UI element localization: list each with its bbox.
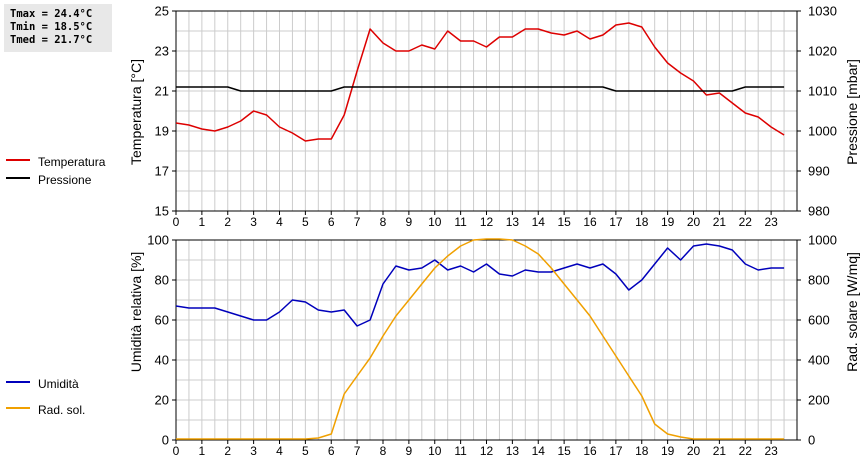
- y-right-tick-label: 0: [808, 433, 815, 448]
- series-line-temperatura: [175, 22, 785, 142]
- legend-temperature-label: Temperatura: [38, 155, 106, 169]
- y-left-tick-label: 17: [155, 164, 169, 179]
- x-tick-label: 19: [661, 444, 675, 458]
- y-right-tick-label: 200: [808, 393, 830, 408]
- x-tick-label: 7: [354, 215, 361, 229]
- x-tick-label: 1: [199, 444, 206, 458]
- x-tick-label: 5: [302, 444, 309, 458]
- y-left-tick-label: 80: [155, 273, 169, 288]
- stats-tmin: Tmin = 18.5°C: [10, 21, 93, 33]
- y-left-tick-label: 19: [155, 124, 169, 139]
- x-tick-label: 7: [354, 444, 361, 458]
- x-tick-label: 12: [480, 444, 494, 458]
- x-tick-label: 8: [380, 444, 387, 458]
- chart-bottom: Umidità relativa [%] Rad. solare [W/mq] …: [6, 233, 860, 458]
- y-right-tick-label: 400: [808, 353, 830, 368]
- x-tick-label: 6: [328, 444, 335, 458]
- x-tick-label: 9: [406, 444, 413, 458]
- series-line-pressione: [176, 86, 785, 92]
- y-left-tick-label: 20: [155, 393, 169, 408]
- x-tick-label: 13: [506, 215, 520, 229]
- y-left-tick-label: 15: [155, 204, 169, 219]
- x-tick-label: 14: [532, 444, 546, 458]
- x-tick-label: 13: [506, 444, 520, 458]
- y-right-tick-label: 1000: [808, 124, 837, 139]
- x-tick-label: 18: [635, 215, 649, 229]
- x-tick-label: 9: [406, 215, 413, 229]
- x-tick-label: 14: [532, 215, 546, 229]
- x-tick-label: 6: [328, 215, 335, 229]
- x-tick-label: 20: [687, 215, 701, 229]
- y-right-tick-label: 1020: [808, 44, 837, 59]
- y-right-tick-label: 600: [808, 313, 830, 328]
- x-tick-label: 18: [635, 444, 649, 458]
- chart-bottom-ylabel-right: Rad. solare [W/mq]: [844, 252, 860, 372]
- stats-box: Tmax = 24.4°C Tmin = 18.5°C Tmed = 21.7°…: [4, 4, 112, 52]
- y-left-tick-label: 100: [147, 233, 169, 248]
- x-tick-label: 0: [173, 215, 180, 229]
- x-tick-label: 4: [276, 215, 283, 229]
- x-tick-label: 10: [428, 444, 442, 458]
- x-tick-label: 21: [713, 444, 727, 458]
- x-tick-label: 2: [224, 444, 231, 458]
- y-left-tick-label: 25: [155, 4, 169, 19]
- y-right-tick-label: 980: [808, 204, 830, 219]
- legend-humidity-label: Umidità: [38, 377, 79, 391]
- y-left-tick-label: 60: [155, 313, 169, 328]
- x-tick-label: 5: [302, 215, 309, 229]
- y-right-tick-label: 800: [808, 273, 830, 288]
- x-tick-label: 12: [480, 215, 494, 229]
- x-tick-label: 19: [661, 215, 675, 229]
- y-left-tick-label: 40: [155, 353, 169, 368]
- y-right-tick-label: 1000: [808, 233, 837, 248]
- legend-radiation-label: Rad. sol.: [38, 403, 85, 417]
- legend-pressure-label: Pressione: [38, 173, 92, 187]
- y-right-tick-label: 1010: [808, 84, 837, 99]
- x-tick-label: 23: [764, 215, 778, 229]
- x-tick-label: 4: [276, 444, 283, 458]
- x-tick-label: 16: [583, 215, 597, 229]
- chart-top: Temperatura [°C] Pressione [mbar] Temper…: [6, 4, 860, 229]
- y-left-tick-label: 0: [162, 433, 169, 448]
- x-tick-label: 15: [557, 215, 571, 229]
- x-tick-label: 22: [739, 444, 753, 458]
- chart-top-ylabel-left: Temperatura [°C]: [128, 59, 144, 165]
- y-right-tick-label: 1030: [808, 4, 837, 19]
- y-left-tick-label: 23: [155, 44, 169, 59]
- x-tick-label: 1: [199, 215, 206, 229]
- x-tick-label: 0: [173, 444, 180, 458]
- x-tick-label: 22: [739, 215, 753, 229]
- y-left-tick-label: 21: [155, 84, 169, 99]
- chart-top-ylabel-right: Pressione [mbar]: [844, 59, 860, 165]
- x-tick-label: 2: [224, 215, 231, 229]
- x-tick-label: 10: [428, 215, 442, 229]
- stats-tmed: Tmed = 21.7°C: [10, 34, 93, 46]
- x-tick-label: 17: [609, 444, 623, 458]
- series-line-umidit: [175, 243, 785, 327]
- x-tick-label: 8: [380, 215, 387, 229]
- x-tick-label: 15: [557, 444, 571, 458]
- x-tick-label: 17: [609, 215, 623, 229]
- x-tick-label: 11: [454, 215, 467, 229]
- x-tick-label: 23: [764, 444, 778, 458]
- y-right-tick-label: 990: [808, 164, 830, 179]
- x-tick-label: 20: [687, 444, 701, 458]
- chart-bottom-ylabel-left: Umidità relativa [%]: [128, 252, 144, 373]
- x-tick-label: 3: [250, 444, 257, 458]
- x-tick-label: 21: [713, 215, 727, 229]
- x-tick-label: 3: [250, 215, 257, 229]
- x-tick-label: 16: [583, 444, 597, 458]
- x-tick-label: 11: [454, 444, 467, 458]
- stats-tmax: Tmax = 24.4°C: [10, 8, 93, 20]
- series-line-rad-sol: [176, 238, 785, 440]
